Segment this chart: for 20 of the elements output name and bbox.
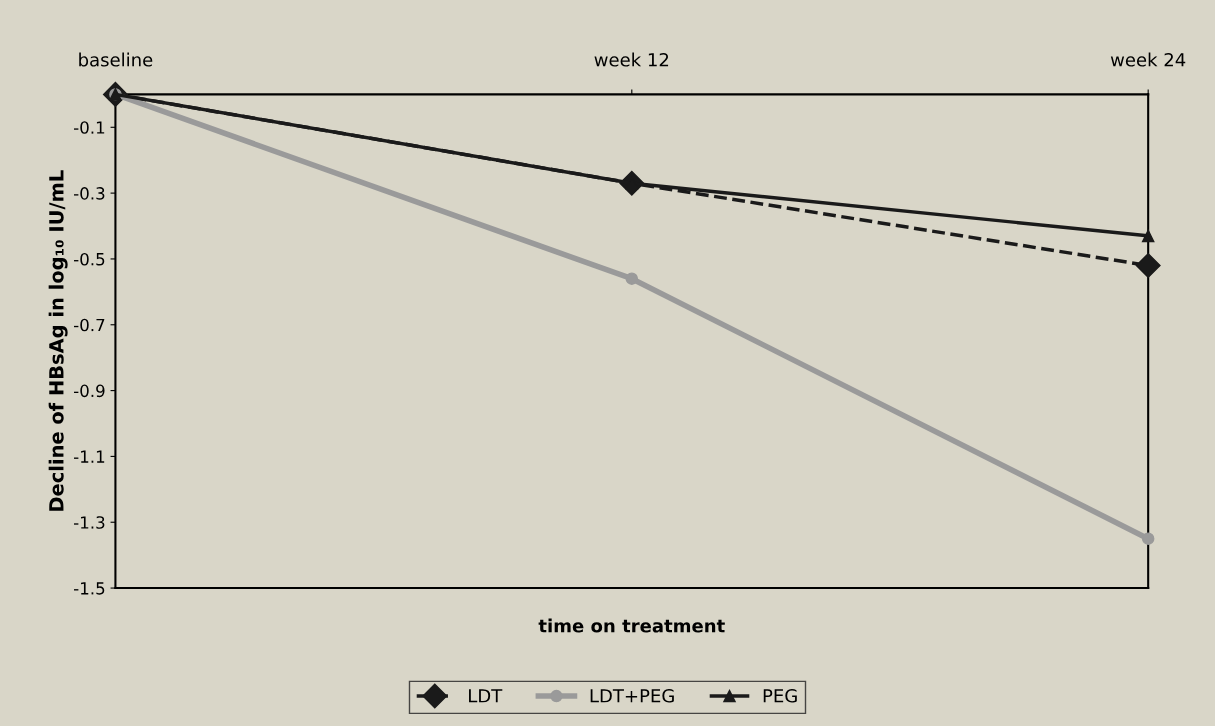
y-tick-label: -0.9 xyxy=(74,384,105,398)
point xyxy=(1141,229,1155,243)
y-axis-title: Decline of HBsAg in log₁₀ IU/mL xyxy=(48,170,68,511)
y-tick-label: -0.3 xyxy=(74,187,105,200)
point xyxy=(1135,253,1161,279)
y-tick-label: -0.5 xyxy=(74,252,105,266)
legend-label: LDT xyxy=(469,689,503,703)
x-axis-title: time on treatment xyxy=(538,618,725,633)
y-tick-label: -1.3 xyxy=(74,516,105,529)
point xyxy=(1141,532,1155,545)
y-tick-label: -0.7 xyxy=(74,318,105,332)
point xyxy=(625,272,639,285)
y-tick-label: -1.1 xyxy=(74,450,105,463)
x-tick-label: baseline xyxy=(79,52,153,67)
x-tick-label: week 24 xyxy=(1110,52,1186,67)
y-tick-label: -0.1 xyxy=(74,121,105,134)
legend-label: PEG xyxy=(763,688,797,703)
y-tick-label: -1.5 xyxy=(74,582,105,595)
legend-label: LDT+PEG xyxy=(590,688,674,703)
x-tick-label: week 12 xyxy=(594,52,669,67)
